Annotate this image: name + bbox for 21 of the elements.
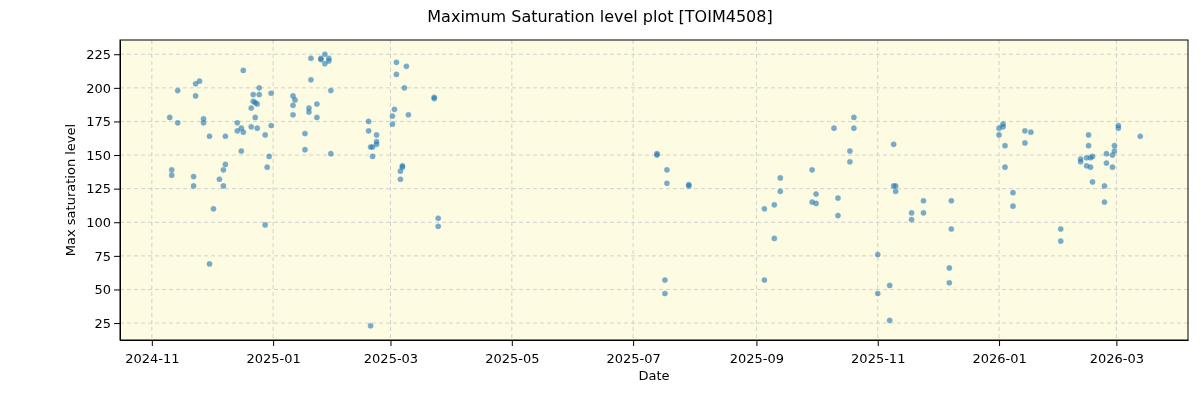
chart-title: Maximum Saturation level plot [TOIM4508] (427, 7, 773, 26)
x-tick-label: 2025-07 (606, 351, 661, 367)
x-tick-label: 2024-11 (125, 351, 180, 367)
x-tick-label: 2025-09 (729, 351, 785, 367)
x-tick-label: 2025-11 (851, 351, 906, 367)
y-tick-label: 125 (86, 181, 111, 197)
y-tick-label: 175 (86, 114, 111, 130)
y-tick-label: 225 (86, 46, 111, 62)
x-tick-label: 2025-01 (246, 351, 301, 367)
y-tick-label: 200 (86, 80, 111, 96)
y-tick-label: 50 (94, 282, 111, 298)
y-axis-title: Max saturation level (63, 123, 78, 257)
x-tick-label: 2026-03 (1089, 351, 1145, 367)
x-tick-label: 2026-01 (972, 351, 1027, 367)
x-tick-label: 2025-05 (485, 351, 540, 367)
y-tick-label: 100 (86, 214, 111, 230)
x-axis-title: Date (638, 368, 670, 383)
y-tick-label: 150 (86, 147, 111, 163)
y-tick-label: 75 (94, 248, 111, 264)
y-tick-label: 25 (94, 315, 111, 331)
x-tick-label: 2025-03 (363, 351, 419, 367)
